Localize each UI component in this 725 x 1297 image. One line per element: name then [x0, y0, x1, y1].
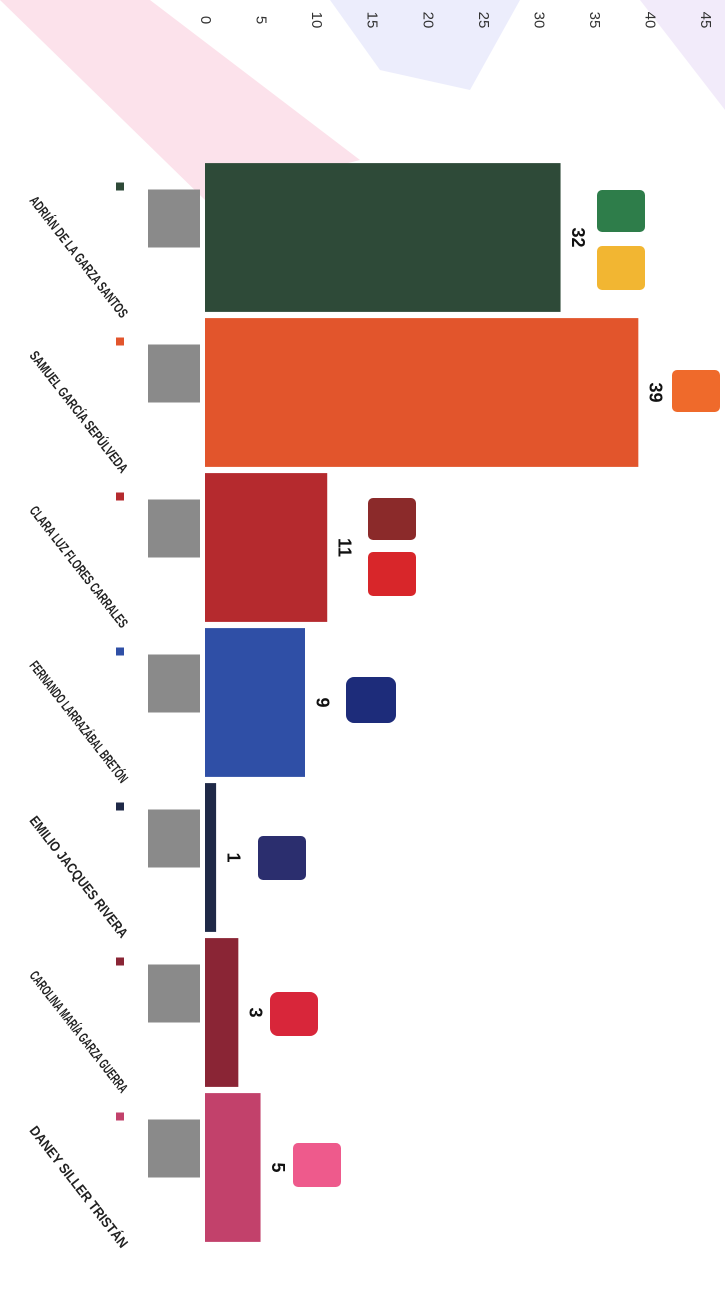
party-logo [258, 836, 306, 880]
bar [205, 1093, 261, 1242]
bar [205, 163, 561, 312]
party-logo [597, 246, 645, 290]
category-label: EMILIO JACQUES RIVERA [27, 813, 132, 941]
bar [205, 473, 328, 622]
party-logo [346, 677, 396, 723]
category-label: CAROLINA MARÍA GARZA GUERRA [27, 968, 132, 1096]
category-label: CLARA LUZ FLORES CARRALES [27, 503, 132, 631]
candidate-photo [148, 499, 200, 558]
candidate-photo [148, 189, 200, 248]
value-label: 3 [246, 1007, 266, 1017]
candidate-photo [148, 654, 200, 713]
party-logos [258, 190, 720, 1187]
bar [205, 318, 639, 467]
party-logo [368, 498, 416, 540]
x-tick-label: 10 [308, 12, 325, 29]
background-shape [0, 0, 360, 200]
x-tick-label: 35 [586, 12, 603, 29]
bar [205, 783, 217, 932]
x-tick-label: 45 [697, 12, 714, 29]
category-label: FERNANDO LARRAZÁBAL BRETÓN [27, 657, 133, 786]
value-label: 1 [223, 852, 243, 862]
x-tick-label: 30 [530, 12, 547, 29]
marker [116, 957, 124, 966]
x-tick-label: 5 [253, 16, 270, 24]
category-label: SAMUEL GARCÍA SEPÚLVEDA [27, 347, 133, 476]
marker [116, 647, 124, 656]
party-logo [368, 552, 416, 596]
marker [116, 492, 124, 501]
x-tick-label: 40 [641, 12, 658, 29]
bar [205, 628, 305, 777]
candidate-photo [148, 1119, 200, 1178]
party-logo [270, 992, 318, 1036]
marker [116, 337, 124, 346]
marker [116, 802, 124, 811]
party-logo [293, 1143, 341, 1187]
value-label: 32 [568, 227, 588, 247]
x-tick-label: 0 [197, 16, 214, 24]
candidate-photo [148, 344, 200, 403]
x-tick-label: 25 [475, 12, 492, 29]
category-label: DANEY SILLER TRISTÁN [27, 1123, 132, 1251]
value-label: 39 [646, 382, 666, 402]
candidate-photo [148, 964, 200, 1023]
marker [116, 182, 124, 191]
background-shape [330, 0, 520, 90]
value-label: 11 [334, 538, 354, 557]
x-tick-label: 20 [419, 12, 436, 29]
category-label: ADRIÁN DE LA GARZA SANTOS [27, 193, 132, 321]
value-label: 9 [312, 697, 332, 707]
marker [116, 1112, 124, 1121]
bar [205, 938, 239, 1087]
candidate-photo [148, 809, 200, 868]
x-tick-label: 15 [364, 12, 381, 29]
party-logo [597, 190, 645, 232]
background-shape [640, 0, 725, 110]
party-logo [672, 370, 720, 412]
value-label: 5 [268, 1162, 288, 1172]
